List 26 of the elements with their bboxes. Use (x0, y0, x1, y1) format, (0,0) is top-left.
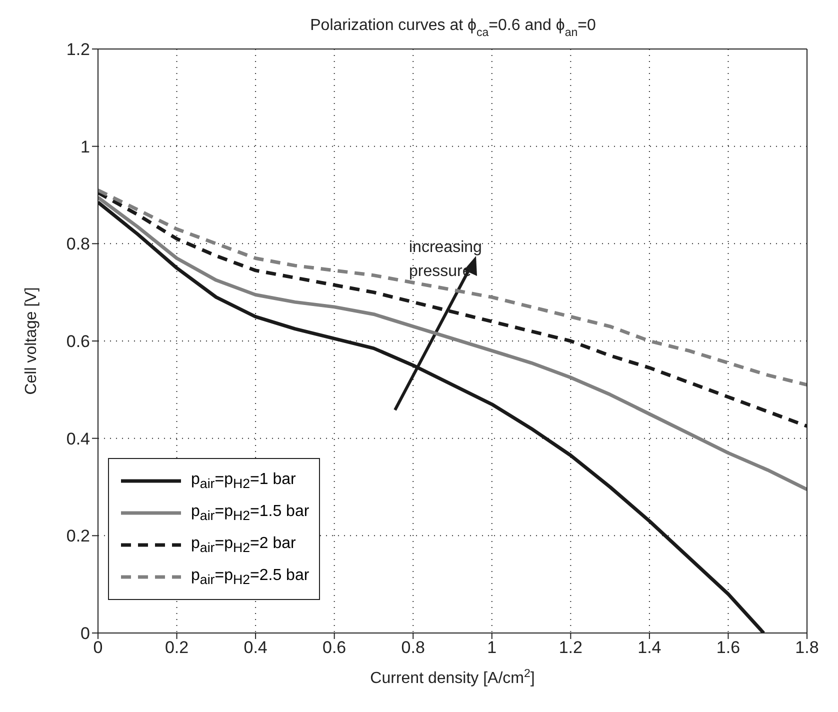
line-series (98, 188, 807, 387)
x-tick-label: 1 (487, 638, 497, 658)
y-axis-title: Cell voltage [V] (23, 287, 40, 395)
legend-label: p$_{air}$=p$_{H2}$=1.5 bar (191, 502, 310, 524)
x-tick-label: 1.2 (558, 638, 582, 658)
line-series (98, 196, 807, 492)
x-tick-label: 0.2 (164, 638, 189, 658)
y-tick-label: 0 (80, 624, 90, 644)
x-axis-title: Current density [A/cm$^{2}$] (370, 668, 535, 687)
y-tick-label: 0.8 (66, 234, 90, 254)
x-tick-label: 0 (93, 638, 103, 658)
x-tick-label: 0.4 (244, 638, 268, 658)
x-tick-label: 0.6 (322, 638, 346, 658)
x-tick-label: 1.6 (716, 638, 740, 658)
legend-label: p$_{air}$=p$_{H2}$=2.5 bar (191, 566, 310, 588)
y-tick-label: 0.2 (66, 526, 90, 546)
chart-title: Polarization curves at ϕ$_{ca}$=0.6 and ϕ$_{an}$=0 (310, 17, 596, 39)
legend-label: p$_{air}$=p$_{H2}$=1 bar (191, 470, 296, 492)
y-tick-label: 1.2 (66, 40, 90, 60)
x-tick-label: 1.4 (638, 638, 662, 658)
x-tick-label: 1.8 (795, 638, 819, 658)
y-tick-label: 0.4 (66, 429, 90, 448)
x-tick-label: 0.8 (401, 638, 425, 658)
y-tick-label: 1 (80, 137, 90, 156)
y-tick-label: 0.6 (66, 332, 90, 352)
legend-label: p$_{air}$=p$_{H2}$=2 bar (191, 534, 296, 556)
